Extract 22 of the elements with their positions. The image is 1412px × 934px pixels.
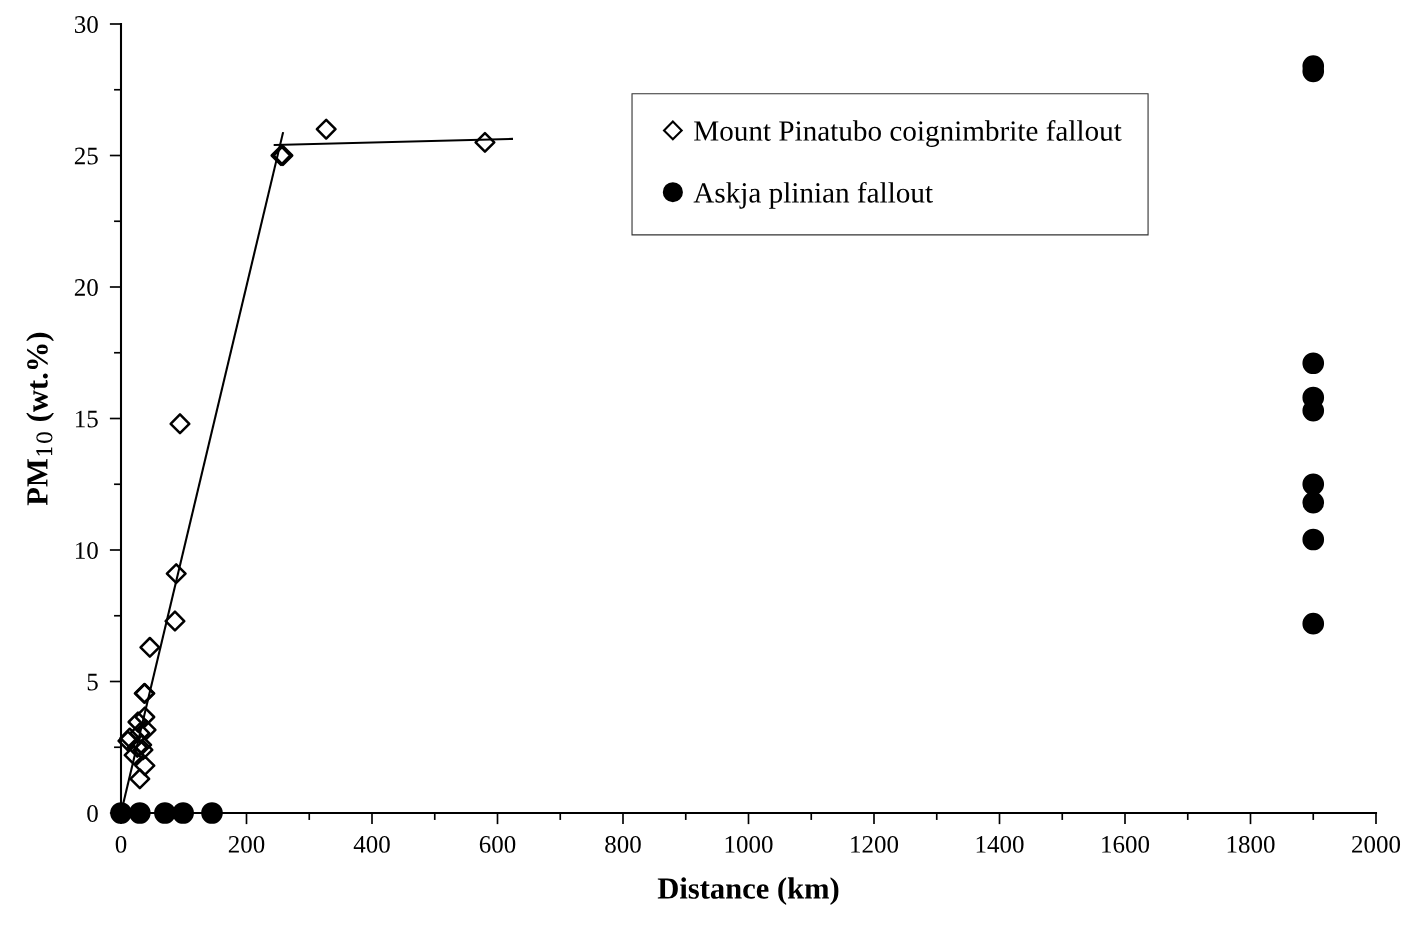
x-tick-label: 200 <box>228 835 265 853</box>
x-tick-label: 800 <box>605 835 641 853</box>
x-tick-label: 2000 <box>1352 835 1401 853</box>
x-tick-label: 1800 <box>1227 835 1275 853</box>
y-tick-label: 5 <box>87 673 98 691</box>
x-axis-title: Distance (km) <box>657 877 839 906</box>
x-tick-label: 1600 <box>1102 835 1150 853</box>
legend-label: Mount Pinatubo coignimbrite fallout <box>694 120 1122 147</box>
y-tick-label: 25 <box>74 147 98 165</box>
x-tick-label: 1400 <box>976 835 1024 853</box>
legend-label: Askja plinian fallout <box>693 181 933 209</box>
y-tick-label: 0 <box>87 805 98 822</box>
y-tick-label: 10 <box>75 542 98 559</box>
y-tick-label: 15 <box>75 410 98 428</box>
x-tick-label: 1200 <box>851 835 899 853</box>
y-axis-title: PM$_{10}$ (wt.%) <box>26 332 54 506</box>
x-tick-label: 1000 <box>725 835 773 853</box>
x-tick-label: 600 <box>479 835 516 853</box>
y-tick-label: 20 <box>74 279 98 296</box>
x-tick-label: 400 <box>353 835 390 853</box>
x-tick-label: 0 <box>115 835 127 853</box>
y-tick-label: 30 <box>74 16 98 33</box>
